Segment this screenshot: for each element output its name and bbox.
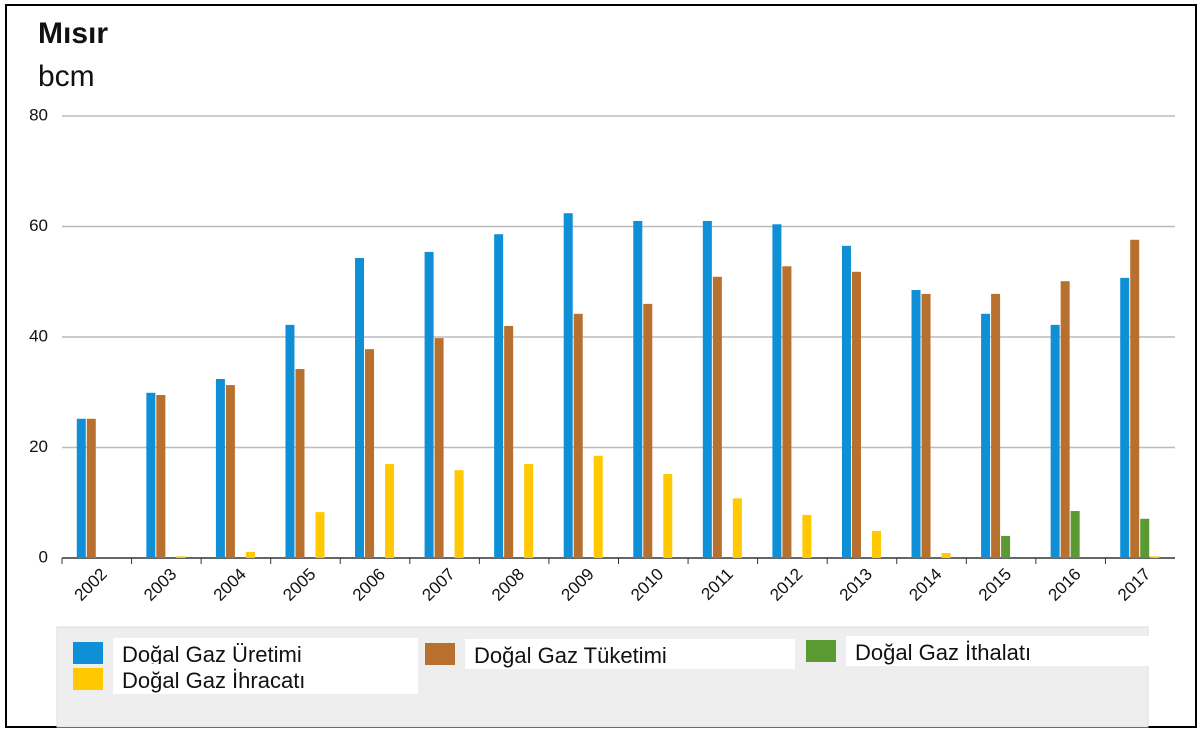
chart-title: Mısır xyxy=(38,17,108,50)
bar xyxy=(385,464,395,558)
y-tick-label: 80 xyxy=(29,105,48,124)
legend-label-bg xyxy=(846,636,1176,666)
legend-label: Doğal Gaz İthalatı xyxy=(855,640,1031,665)
bar xyxy=(633,220,643,558)
legend-label-bg xyxy=(113,638,418,668)
legend-label-bg xyxy=(113,664,418,694)
bar xyxy=(802,514,812,558)
bar xyxy=(851,271,861,558)
bar xyxy=(86,418,96,558)
y-tick-label: 60 xyxy=(29,216,48,235)
bar xyxy=(841,245,851,558)
bar xyxy=(1060,281,1070,558)
bar xyxy=(225,385,235,558)
bar xyxy=(285,324,295,558)
bar xyxy=(365,349,375,558)
bar xyxy=(494,234,504,559)
frame xyxy=(5,4,1197,728)
bar xyxy=(295,369,305,558)
bar xyxy=(782,266,792,558)
chart-subtitle: bcm xyxy=(38,60,95,93)
bar xyxy=(245,551,255,558)
bar xyxy=(524,464,534,558)
bar xyxy=(643,303,653,558)
bar xyxy=(921,293,931,558)
bar xyxy=(991,293,1001,558)
legend-label: Doğal Gaz Tüketimi xyxy=(474,643,667,668)
bar xyxy=(563,213,573,559)
bar xyxy=(941,553,951,558)
bar xyxy=(1120,277,1130,558)
y-tick-label: 0 xyxy=(39,547,48,566)
bar xyxy=(911,290,921,558)
legend-swatch xyxy=(73,668,103,690)
legend-swatch xyxy=(425,643,455,665)
bar xyxy=(1050,324,1060,558)
bar xyxy=(1001,535,1011,558)
legend-label: Doğal Gaz Üretimi xyxy=(122,642,302,667)
bar xyxy=(434,338,444,558)
bar xyxy=(1130,239,1140,558)
bar xyxy=(176,556,186,558)
bar xyxy=(732,498,742,558)
bar xyxy=(1150,556,1160,558)
bar xyxy=(1140,518,1150,558)
bar xyxy=(504,325,514,558)
legend-label-bg xyxy=(465,639,795,669)
bar xyxy=(454,470,464,558)
bar xyxy=(702,220,712,558)
bar xyxy=(573,313,583,558)
y-tick-label: 20 xyxy=(29,437,48,456)
bar xyxy=(981,313,991,558)
bar xyxy=(156,395,166,558)
bar xyxy=(1070,511,1080,558)
bar xyxy=(215,378,225,558)
legend-swatch xyxy=(73,642,103,664)
bar xyxy=(355,257,365,558)
legend-swatch xyxy=(806,640,836,662)
bar xyxy=(772,224,782,559)
bar xyxy=(146,392,156,558)
bar xyxy=(663,474,673,558)
bar xyxy=(424,251,434,559)
bar xyxy=(593,455,603,558)
y-tick-label: 40 xyxy=(29,326,48,345)
bar xyxy=(871,530,881,558)
bar xyxy=(76,418,86,558)
bar xyxy=(315,512,325,558)
legend-label: Doğal Gaz İhracatı xyxy=(122,668,305,693)
bar xyxy=(712,276,722,558)
